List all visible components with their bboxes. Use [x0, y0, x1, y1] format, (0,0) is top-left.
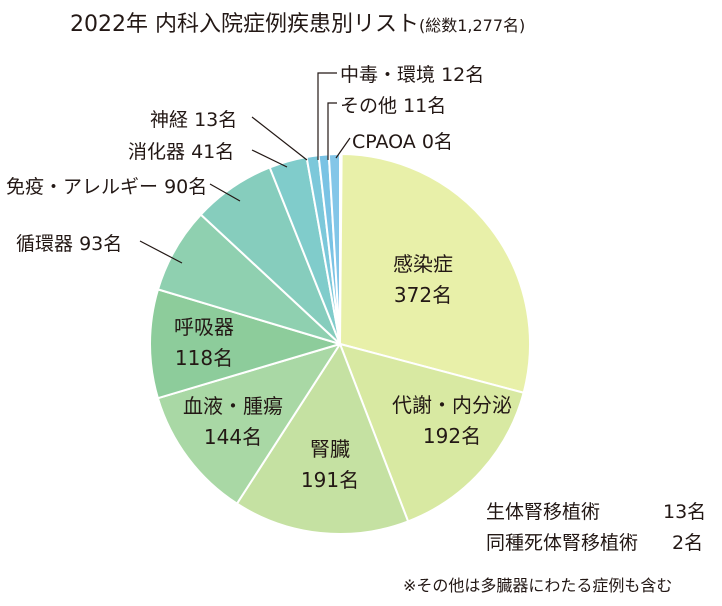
leader-shoka	[251, 149, 288, 168]
pie-slice-jinzo	[235, 343, 410, 535]
label-sonota-name: その他	[340, 95, 398, 117]
label-kokyuki-name: 呼吸器	[174, 315, 234, 339]
extra-row-seitai-value: 13名	[663, 501, 707, 523]
leader-meneki	[209, 183, 241, 202]
label-chudoku: 中毒・環境 12名	[340, 60, 484, 87]
chart-title: 2022年 内科入院症例疾患別リスト(総数1,277名)	[70, 6, 525, 38]
label-shinkei-name: 神経	[150, 109, 189, 131]
extra-row-doshu-label: 同種死体腎移植術	[486, 532, 639, 554]
leader-chudoku	[317, 72, 337, 160]
label-meneki-value: 90名	[164, 176, 208, 198]
label-jinzo: 腎臓 191名	[301, 434, 359, 496]
label-chudoku-value: 12名	[441, 64, 485, 86]
leader-cpaoa	[335, 137, 351, 159]
pie-slice-taisha	[339, 343, 525, 523]
label-junkanki-value: 93名	[79, 233, 123, 255]
extra-row-seitai-label: 生体腎移植術	[486, 501, 601, 523]
pie-slice-cpaoa	[339, 153, 343, 345]
chart-title-text: 2022年 内科入院症例疾患別リスト	[70, 12, 419, 37]
label-sonota-value: 11名	[403, 95, 447, 117]
label-shoka-value: 41名	[191, 141, 235, 163]
label-kokyuki: 呼吸器 118名	[174, 312, 234, 374]
label-meneki-name: 免疫・アレルギー	[6, 176, 159, 198]
label-jinzo-value: 191名	[300, 468, 360, 492]
label-kansensho-value: 372名	[393, 283, 453, 307]
label-sonota: その他 11名	[340, 91, 446, 118]
label-kansensho-name: 感染症	[393, 252, 453, 276]
label-jinzo-name: 腎臓	[310, 437, 350, 461]
label-ketsueki-value: 144名	[203, 425, 263, 449]
leader-shinkei	[251, 116, 308, 161]
label-ketsueki: 血液・腫瘍 144名	[183, 391, 283, 453]
leader-junkanki	[139, 240, 183, 264]
label-shinkei: 神経 13名	[150, 105, 237, 132]
label-kokyuki-value: 118名	[174, 346, 234, 370]
chart-note: ※その他は多臓器にわたる症例も含む	[403, 576, 673, 595]
label-shoka: 消化器 41名	[128, 137, 234, 164]
label-chudoku-name: 中毒・環境	[340, 64, 436, 86]
extra-row-doshu-value: 2名	[672, 532, 704, 554]
leader-lines	[139, 72, 351, 264]
label-junkanki-name: 循環器	[16, 233, 74, 255]
label-taisha: 代謝・内分泌 192名	[392, 390, 512, 452]
pie-slice-kokyuki	[149, 288, 341, 400]
label-cpaoa-name: CPAOA	[352, 131, 416, 153]
chart-subtitle: (総数1,277名)	[418, 16, 526, 35]
label-taisha-name: 代謝・内分泌	[392, 393, 512, 417]
label-kansensho: 感染症 372名	[393, 249, 453, 311]
label-taisha-value: 192名	[422, 424, 482, 448]
label-cpaoa: CPAOA 0名	[352, 127, 453, 154]
label-meneki: 免疫・アレルギー 90名	[6, 172, 207, 199]
label-shoka-name: 消化器	[128, 141, 186, 163]
pie-slices	[149, 152, 531, 535]
leader-sonota	[327, 102, 337, 160]
label-ketsueki-name: 血液・腫瘍	[183, 394, 283, 418]
pie-slice-kansensho	[339, 153, 531, 394]
label-shinkei-value: 13名	[194, 109, 238, 131]
label-junkanki: 循環器 93名	[16, 229, 122, 256]
pie-slice-ketsueki	[156, 343, 341, 505]
label-cpaoa-value: 0名	[421, 131, 453, 153]
